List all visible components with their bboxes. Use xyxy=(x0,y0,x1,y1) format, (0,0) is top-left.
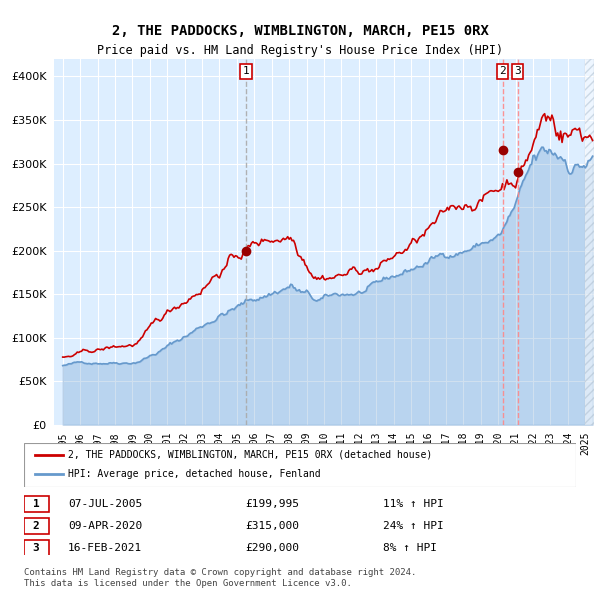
Text: Price paid vs. HM Land Registry's House Price Index (HPI): Price paid vs. HM Land Registry's House … xyxy=(97,44,503,57)
Text: This data is licensed under the Open Government Licence v3.0.: This data is licensed under the Open Gov… xyxy=(24,579,352,588)
Text: 3: 3 xyxy=(33,543,40,553)
Text: 11% ↑ HPI: 11% ↑ HPI xyxy=(383,499,443,509)
FancyBboxPatch shape xyxy=(24,540,49,556)
Text: 1: 1 xyxy=(242,66,250,76)
Text: 16-FEB-2021: 16-FEB-2021 xyxy=(68,543,142,553)
Text: £290,000: £290,000 xyxy=(245,543,299,553)
Text: 3: 3 xyxy=(514,66,521,76)
Text: £315,000: £315,000 xyxy=(245,521,299,531)
FancyBboxPatch shape xyxy=(24,496,49,512)
Text: 07-JUL-2005: 07-JUL-2005 xyxy=(68,499,142,509)
Text: 2, THE PADDOCKS, WIMBLINGTON, MARCH, PE15 0RX: 2, THE PADDOCKS, WIMBLINGTON, MARCH, PE1… xyxy=(112,24,488,38)
Text: HPI: Average price, detached house, Fenland: HPI: Average price, detached house, Fenl… xyxy=(68,470,321,479)
Text: 8% ↑ HPI: 8% ↑ HPI xyxy=(383,543,437,553)
Text: 24% ↑ HPI: 24% ↑ HPI xyxy=(383,521,443,531)
FancyBboxPatch shape xyxy=(24,517,49,535)
Text: 2: 2 xyxy=(33,521,40,531)
Text: 2, THE PADDOCKS, WIMBLINGTON, MARCH, PE15 0RX (detached house): 2, THE PADDOCKS, WIMBLINGTON, MARCH, PE1… xyxy=(68,450,433,460)
Text: Contains HM Land Registry data © Crown copyright and database right 2024.: Contains HM Land Registry data © Crown c… xyxy=(24,568,416,576)
Text: 09-APR-2020: 09-APR-2020 xyxy=(68,521,142,531)
FancyBboxPatch shape xyxy=(24,442,576,487)
Text: £199,995: £199,995 xyxy=(245,499,299,509)
Text: 1: 1 xyxy=(33,499,40,509)
Text: 2: 2 xyxy=(500,66,506,76)
